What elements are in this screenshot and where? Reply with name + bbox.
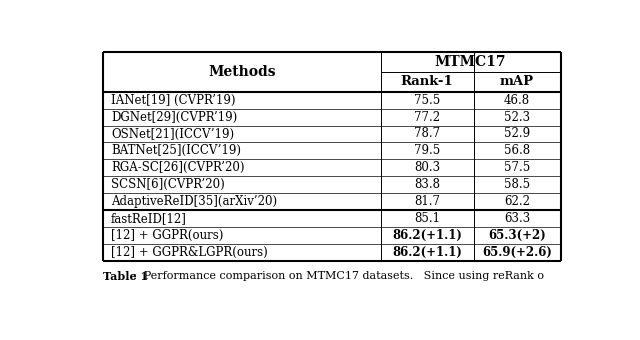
Text: 83.8: 83.8 — [414, 178, 440, 191]
Text: BATNet[25](ICCV’19): BATNet[25](ICCV’19) — [111, 144, 241, 157]
Text: 56.8: 56.8 — [504, 144, 530, 157]
Text: 86.2(+1.1): 86.2(+1.1) — [392, 229, 462, 242]
Text: IANet[19] (CVPR’19): IANet[19] (CVPR’19) — [111, 94, 236, 107]
Text: 65.3(+2): 65.3(+2) — [488, 229, 546, 242]
Text: Methods: Methods — [208, 65, 276, 79]
Text: fastReID[12]: fastReID[12] — [111, 212, 187, 225]
Text: 85.1: 85.1 — [414, 212, 440, 225]
Text: 78.7: 78.7 — [414, 128, 440, 140]
Text: 80.3: 80.3 — [414, 162, 440, 174]
Text: SCSN[6](CVPR’20): SCSN[6](CVPR’20) — [111, 178, 225, 191]
Text: 86.2(+1.1): 86.2(+1.1) — [392, 246, 462, 259]
Text: :  Performance comparison on MTMC17 datasets.   Since using reRank o: : Performance comparison on MTMC17 datas… — [132, 271, 544, 281]
Text: Table 1: Table 1 — [103, 271, 148, 282]
Text: AdaptiveReID[35](arXiv’20): AdaptiveReID[35](arXiv’20) — [111, 195, 277, 208]
Text: 58.5: 58.5 — [504, 178, 530, 191]
Text: 46.8: 46.8 — [504, 94, 530, 107]
Text: OSNet[21](ICCV’19): OSNet[21](ICCV’19) — [111, 128, 234, 140]
Text: 57.5: 57.5 — [504, 162, 530, 174]
Text: 62.2: 62.2 — [504, 195, 530, 208]
Text: 77.2: 77.2 — [414, 110, 440, 123]
Text: 65.9(+2.6): 65.9(+2.6) — [482, 246, 552, 259]
Text: mAP: mAP — [500, 75, 534, 88]
Text: 52.3: 52.3 — [504, 110, 530, 123]
Text: MTMC17: MTMC17 — [435, 55, 506, 69]
Text: Rank-1: Rank-1 — [401, 75, 454, 88]
Text: RGA-SC[26](CVPR’20): RGA-SC[26](CVPR’20) — [111, 162, 244, 174]
Text: DGNet[29](CVPR’19): DGNet[29](CVPR’19) — [111, 110, 237, 123]
Text: 75.5: 75.5 — [414, 94, 440, 107]
Text: 52.9: 52.9 — [504, 128, 530, 140]
Text: [12] + GGPR(ours): [12] + GGPR(ours) — [111, 229, 223, 242]
Text: 81.7: 81.7 — [414, 195, 440, 208]
Text: 63.3: 63.3 — [504, 212, 530, 225]
Text: 79.5: 79.5 — [414, 144, 440, 157]
Text: [12] + GGPR&LGPR(ours): [12] + GGPR&LGPR(ours) — [111, 246, 268, 259]
